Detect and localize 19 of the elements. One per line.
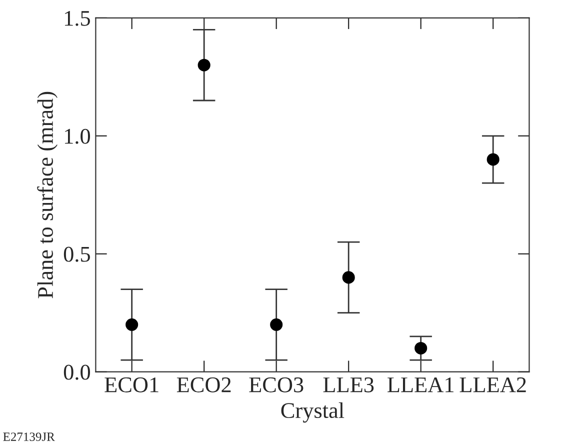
- x-tick-label: LLEA2: [460, 377, 526, 392]
- y-tick-label: 0.5: [64, 246, 90, 262]
- point: [486, 153, 500, 166]
- x-tick-label: ECO3: [249, 377, 304, 392]
- x-tick-label: LLE3: [323, 377, 374, 392]
- y-tick-label: 1.5: [65, 10, 90, 26]
- x-axis-title: Crystal: [281, 402, 344, 423]
- text: E27139JR: [3, 432, 55, 441]
- y-axis-title: Plane to surface (mrad): [37, 92, 58, 298]
- point: [198, 58, 210, 72]
- y-tick-label: 1.0: [65, 128, 90, 144]
- point: [414, 342, 428, 355]
- point: [126, 318, 138, 331]
- x-tick-label: ECO1: [104, 377, 158, 392]
- point: [270, 318, 283, 331]
- x-tick-label: ECO2: [176, 377, 231, 392]
- x-tick-label: LLEA1: [388, 377, 454, 392]
- y-tick-label: 0.0: [64, 364, 90, 380]
- point: [342, 271, 355, 284]
